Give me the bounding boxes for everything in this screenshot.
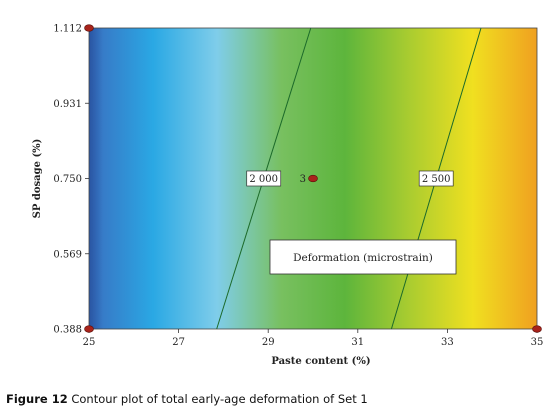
y-tick-label: 0.931 (53, 99, 82, 110)
contour-label: 2 500 (422, 174, 451, 185)
legend: Deformation (microstrain) (269, 239, 457, 275)
design-point (84, 325, 94, 333)
heatmap-edge-shade (89, 28, 103, 329)
legend-box (269, 239, 457, 275)
x-tick-label: 35 (531, 337, 544, 348)
y-tick-label: 0.750 (53, 174, 82, 185)
x-tick-label: 27 (172, 337, 185, 348)
design-point-label: 3 (300, 174, 306, 185)
caption-lead: Figure 12 (6, 392, 68, 406)
design-point (84, 24, 94, 32)
legend-label: Deformation (microstrain) (293, 252, 433, 264)
figure-caption: Figure 12 Contour plot of total early-ag… (6, 392, 368, 406)
y-tick-label: 0.388 (53, 325, 82, 336)
design-point (308, 174, 318, 183)
x-tick-label: 33 (441, 337, 454, 348)
y-tick-label: 1.112 (53, 24, 82, 35)
y-tick-label: 0.569 (53, 249, 82, 260)
contour-label-box (246, 170, 282, 187)
x-tick-label: 31 (351, 337, 364, 348)
y-axis-label: SP dosage (%) (32, 139, 43, 219)
contour-label: 2 000 (249, 174, 278, 185)
caption-text: Contour plot of total early-age deformat… (67, 392, 368, 406)
contour-label-box (418, 170, 454, 187)
design-point (532, 325, 542, 333)
x-axis-label: Paste content (%) (271, 356, 370, 367)
x-tick-label: 29 (262, 337, 275, 348)
x-tick-label: 25 (83, 337, 96, 348)
